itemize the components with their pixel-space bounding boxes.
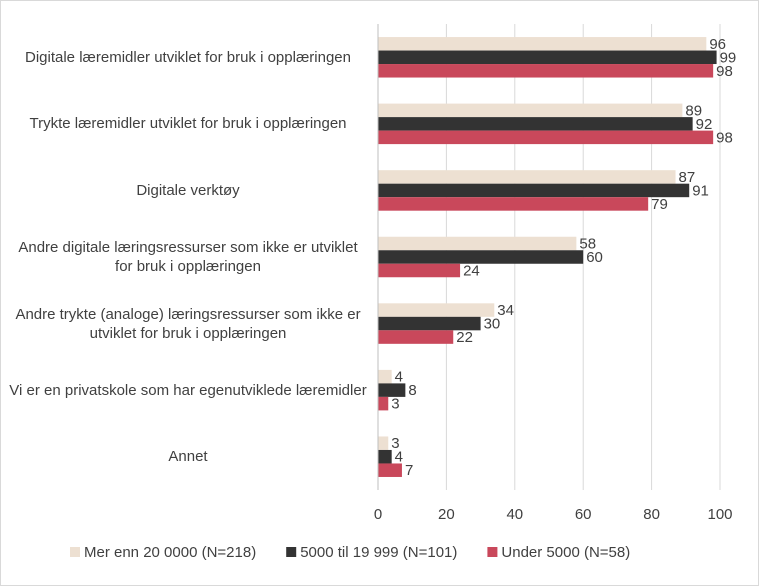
value-label: 98 <box>716 63 733 80</box>
x-tick-label: 100 <box>707 506 732 523</box>
bar <box>378 117 693 131</box>
value-label: 58 <box>579 235 596 252</box>
bar <box>378 449 392 464</box>
legend-label: Under 5000 (N=58) <box>501 544 630 561</box>
bar <box>378 330 454 344</box>
value-label: 24 <box>463 262 480 279</box>
value-label: 91 <box>692 182 709 199</box>
bar <box>378 369 392 384</box>
bar <box>378 463 402 477</box>
value-label: 96 <box>709 36 726 53</box>
bar <box>378 197 649 211</box>
bar <box>378 64 714 78</box>
bar <box>378 236 577 251</box>
category-label-box: Andre trykte (analoge) læringsressurser … <box>15 305 361 342</box>
value-label: 79 <box>651 196 668 213</box>
category-label: Vi er en privatskole som har egenutvikle… <box>9 381 367 399</box>
value-label: 30 <box>484 316 501 333</box>
bar <box>378 50 717 65</box>
bar <box>378 37 707 51</box>
bar <box>378 263 461 278</box>
category-label-box: Annet <box>168 448 208 466</box>
bar <box>378 316 481 331</box>
value-label: 60 <box>586 249 603 266</box>
category-label: Andre trykte (analoge) læringsressurser … <box>15 305 361 342</box>
legend-swatch <box>487 547 498 557</box>
value-label: 87 <box>679 169 696 186</box>
bar <box>378 130 714 145</box>
x-tick-label: 60 <box>575 506 592 523</box>
category-label: Annet <box>168 448 208 466</box>
bar <box>378 436 389 450</box>
category-label-box: Vi er en privatskole som har egenutvikle… <box>9 381 367 399</box>
bar <box>378 303 495 317</box>
category-label-box: Trykte læremidler utviklet for bruk i op… <box>29 115 347 133</box>
bar <box>378 170 676 184</box>
bar <box>378 383 406 397</box>
category-label: Trykte læremidler utviklet for bruk i op… <box>29 115 347 133</box>
value-label: 98 <box>716 129 733 146</box>
legend-label: 5000 til 19 999 (N=101) <box>300 544 457 561</box>
x-tick-label: 80 <box>643 506 660 523</box>
legend-label: Mer enn 20 0000 (N=218) <box>84 544 256 561</box>
legend-swatch <box>286 547 297 557</box>
value-label: 92 <box>696 116 713 133</box>
x-tick-label: 20 <box>438 506 455 523</box>
category-label-box: Digitale læremidler utviklet for bruk i … <box>25 48 351 66</box>
value-label: 3 <box>391 396 399 413</box>
value-label: 4 <box>395 449 403 466</box>
value-label: 3 <box>391 435 399 452</box>
legend-swatch <box>70 547 80 557</box>
bar <box>378 250 584 264</box>
x-tick-label: 40 <box>506 506 523 523</box>
value-label: 7 <box>405 462 413 479</box>
value-label: 34 <box>497 302 514 319</box>
category-label-box: Andre digitale læringsressurser som ikke… <box>18 239 358 275</box>
bar <box>378 183 690 198</box>
value-label: 22 <box>456 329 473 346</box>
bar <box>378 103 683 118</box>
value-label: 8 <box>408 382 416 399</box>
bar <box>378 396 389 411</box>
value-label: 89 <box>685 102 702 119</box>
x-tick-label: 0 <box>374 506 382 523</box>
category-label-box: Digitale verktøy <box>136 181 240 199</box>
category-label: Digitale læremidler utviklet for bruk i … <box>25 48 351 66</box>
category-label: Digitale verktøy <box>136 181 240 199</box>
category-label: Andre digitale læringsressurser som ikke… <box>18 239 358 275</box>
value-label: 4 <box>395 369 403 386</box>
value-label: 99 <box>720 49 737 66</box>
